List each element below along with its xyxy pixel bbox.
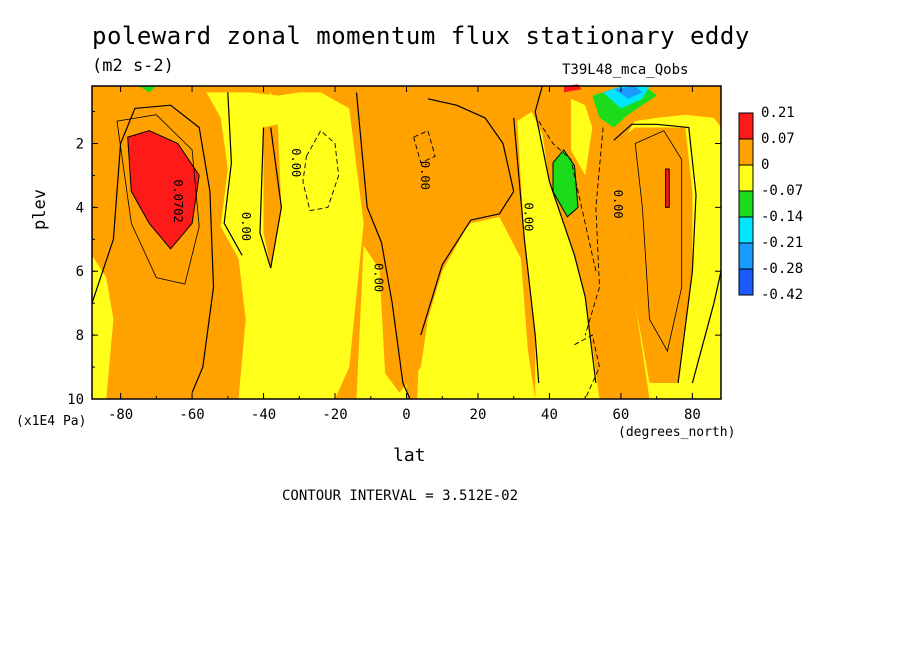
y-tick-label: 6 — [76, 264, 84, 280]
contour-label-3: 0.00 — [289, 148, 303, 177]
contour-inner-south — [116, 114, 200, 285]
x-tick-label: -80 — [108, 407, 133, 423]
colorbar-swatch-4 — [738, 190, 754, 218]
colorbar-level-label: -0.42 — [761, 287, 804, 303]
contour-solid-5 — [420, 98, 515, 336]
contour-interval: CONTOUR INTERVAL = 3.512E-02 — [282, 488, 519, 504]
orange-region-4 — [613, 127, 693, 383]
contour-dashed-5 — [574, 334, 600, 400]
contour-solid-2 — [223, 92, 243, 256]
contour-dashed-1 — [302, 129, 340, 212]
red-max-north — [665, 168, 670, 208]
x-tick-label: -20 — [322, 407, 347, 423]
x-axis-label: lat — [393, 445, 426, 466]
x-tick-label: 20 — [470, 407, 487, 423]
contour-solid-1 — [91, 104, 215, 393]
contour-solid-8 — [613, 123, 697, 384]
colorbar-swatch-3 — [738, 164, 754, 192]
contour-solid-3 — [259, 127, 283, 269]
contour-label-2: 0.00 — [239, 212, 253, 241]
x-tick-label: -40 — [251, 407, 276, 423]
colorbar-swatch-5 — [738, 216, 754, 244]
y-axis-unit: (x1E4 Pa) — [16, 414, 87, 429]
colorbar-swatch-1 — [738, 112, 754, 140]
y-tick-label: 4 — [76, 200, 84, 216]
chart-units: (m2 s-2) — [92, 56, 174, 76]
yellow-region-8 — [517, 111, 600, 399]
contour-label-1: 0.0702 — [171, 179, 185, 222]
contour-label-6: 0.00 — [521, 202, 535, 231]
y-tick-label: 8 — [76, 328, 84, 344]
colorbar-level-label: 0 — [761, 157, 770, 173]
x-tick-label: -60 — [179, 407, 204, 423]
contour-fills — [92, 84, 721, 400]
colorbar-swatch-6 — [738, 242, 754, 270]
chart-title: poleward zonal momentum flux stationary … — [92, 22, 750, 50]
colorbar-level-label: -0.28 — [761, 261, 804, 277]
x-tick-label: 40 — [541, 407, 558, 423]
contour-dashed-3 — [538, 120, 597, 272]
colorbar-level-label: -0.14 — [761, 209, 804, 225]
x-axis-unit: (degrees_north) — [618, 425, 736, 440]
colorbar-level-label: -0.21 — [761, 235, 804, 251]
contour-dashed-4 — [584, 127, 604, 336]
x-tick-label: 60 — [613, 407, 630, 423]
contour-label-4: 0.00 — [371, 263, 385, 292]
red-max-south — [127, 130, 200, 250]
green-patch-south-top — [138, 86, 157, 93]
x-axis-ticks: -80 -60 -40 -20 0 20 40 60 80 — [108, 86, 701, 423]
contour-lines — [91, 85, 722, 400]
colorbar-level-label: 0.07 — [761, 131, 795, 147]
colorbar-level-label: 0.21 — [761, 105, 795, 121]
y-tick-label: 2 — [76, 136, 84, 152]
contour-inner-north — [634, 130, 683, 353]
colorbar-swatch-2 — [738, 138, 754, 166]
contour-solid-7 — [534, 85, 597, 384]
x-tick-label: 0 — [402, 407, 410, 423]
y-tick-label: 10 — [67, 392, 84, 408]
contour-dashed-2 — [413, 130, 436, 164]
y-axis-ticks: 2 4 6 8 10 — [67, 111, 721, 408]
yellow-region-1 — [92, 255, 114, 399]
yellow-region-6 — [356, 367, 407, 399]
contour-label-5: 0.00 — [418, 161, 432, 190]
contour-labels: 0.0702 0.00 0.00 0.00 0.00 0.00 0.00 — [171, 148, 625, 292]
colorbar-swatch-7 — [738, 268, 754, 296]
contour-solid-9 — [691, 271, 722, 384]
orange-region-5 — [363, 124, 382, 144]
colorbar-level-label: -0.07 — [761, 183, 804, 199]
contour-label-7: 0.00 — [611, 190, 625, 219]
x-tick-label: 80 — [684, 407, 701, 423]
colorbar — [738, 112, 754, 296]
run-label: T39L48_mca_Qobs — [562, 62, 689, 78]
orange-region-3 — [349, 95, 514, 393]
yellow-region-2 — [206, 92, 364, 400]
contour-solid-4 — [355, 92, 411, 400]
yellow-region-10 — [570, 98, 593, 176]
contour-solid-6 — [513, 117, 540, 384]
